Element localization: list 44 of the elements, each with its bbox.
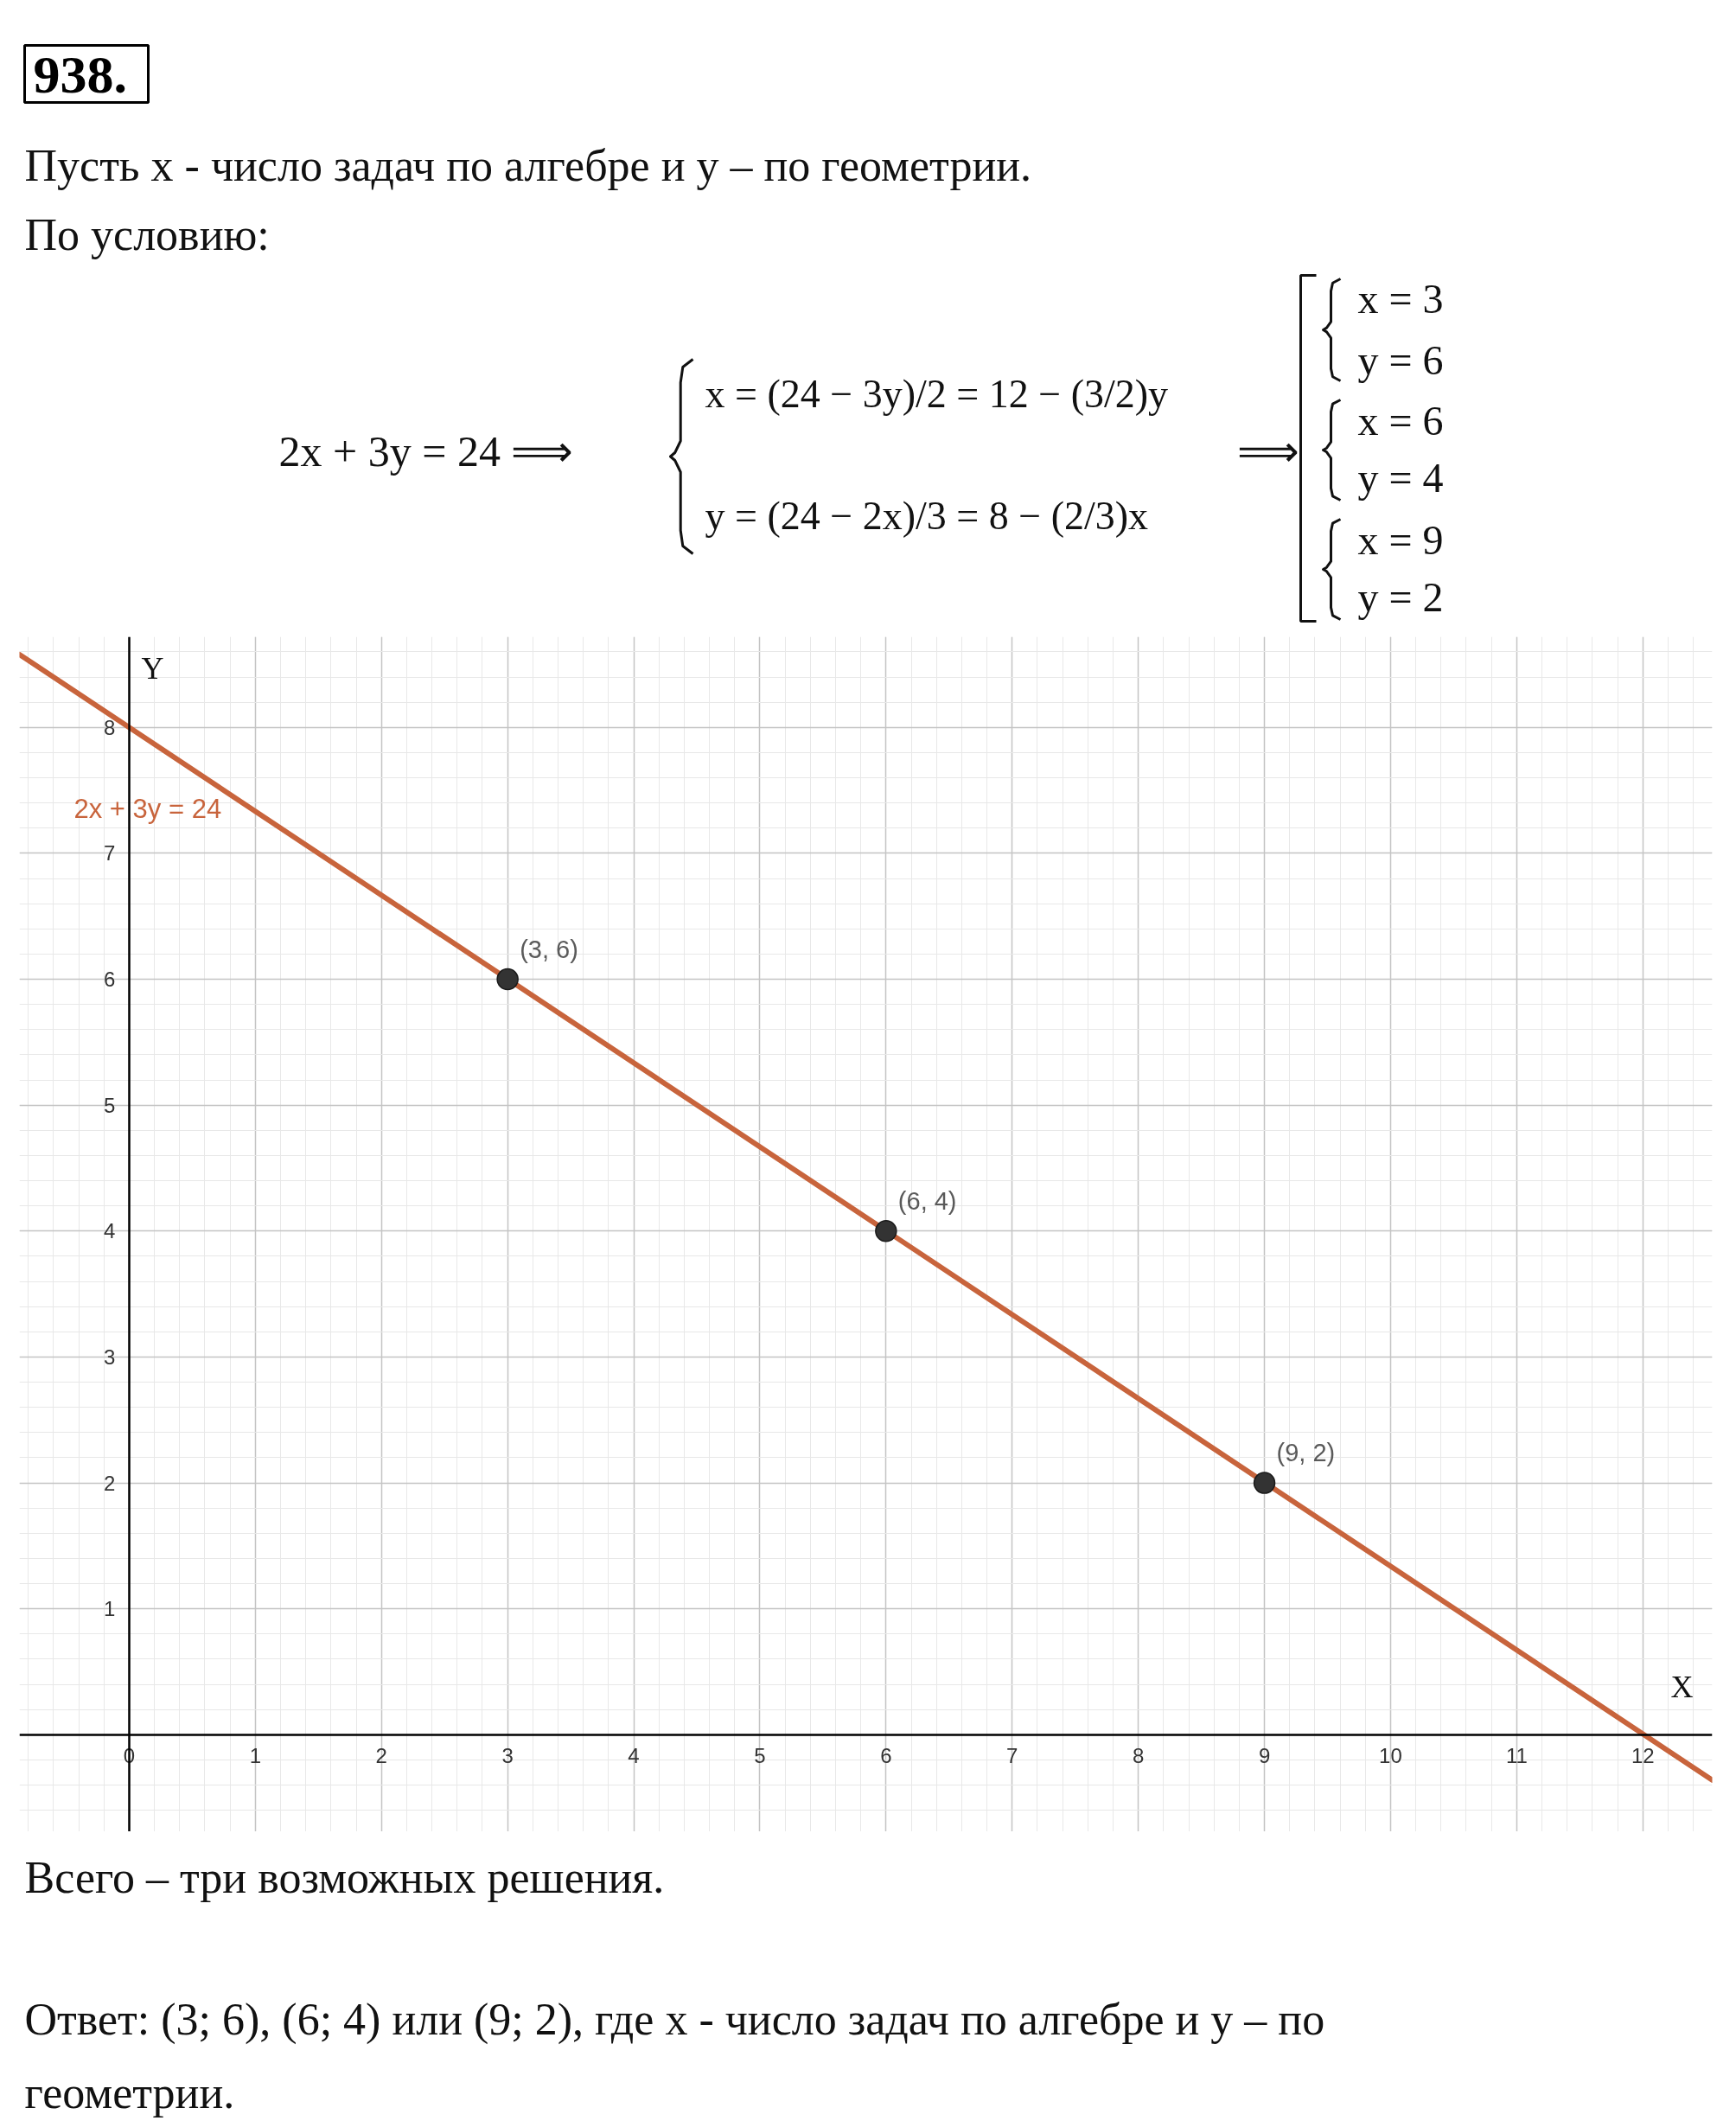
y-tick-label: 5: [104, 1093, 116, 1117]
text: x = 3: [1357, 276, 1444, 322]
x-tick-label: 9: [1258, 1744, 1271, 1768]
x-tick-label: 12: [1631, 1744, 1655, 1768]
point: [1253, 1472, 1276, 1494]
x-tick-label: 7: [1006, 1744, 1018, 1768]
x-tick-label: 4: [628, 1744, 640, 1768]
text: Всего – три возможных решения.: [24, 1853, 665, 1902]
y-tick-label: 3: [104, 1345, 116, 1369]
chart-subtitle: Пусть x - число задач по алгебре и y – по геометрии.: [24, 141, 1032, 190]
chart-title: 938.: [33, 44, 127, 104]
point: [496, 968, 519, 991]
x-tick-label: 1: [249, 1744, 262, 1768]
point: [875, 1220, 897, 1242]
text: По условию:: [24, 210, 270, 259]
text: x = 6: [1357, 398, 1444, 444]
text: y = 4: [1357, 455, 1444, 501]
data-label: (6, 4): [897, 1186, 957, 1215]
text: 2x + 3y = 24 ⟹: [278, 426, 574, 476]
text: y = 2: [1357, 574, 1444, 620]
data-label: (3, 6): [520, 935, 578, 963]
x-tick-label: 5: [754, 1744, 766, 1768]
series-label: 2x + 3y = 24: [73, 794, 222, 825]
y-tick-label: 4: [104, 1219, 116, 1243]
text: ⟹: [1236, 426, 1299, 476]
x-tick-label: 6: [880, 1744, 892, 1768]
text: x = (24 − 3y)/2 = 12 − (3/2)y: [705, 372, 1169, 416]
x-tick-label: 11: [1505, 1744, 1528, 1768]
y-tick-label: 1: [104, 1597, 116, 1621]
text: y = (24 − 2x)/3 = 8 − (2/3)x: [705, 494, 1149, 538]
text: x = 9: [1357, 517, 1444, 563]
y-axis-title: Y: [141, 650, 164, 686]
text: y = 6: [1357, 337, 1444, 383]
y-tick-label: 2: [104, 1471, 116, 1495]
text: Ответ: (3; 6), (6; 4) или (9; 2), где x - число задач по алгебре и y – по геометрии.: [24, 1994, 1325, 2117]
y-tick-label: 7: [104, 841, 116, 865]
x-tick-label: 10: [1379, 1744, 1402, 1768]
data-label: (9, 2): [1276, 1439, 1336, 1467]
y-tick-label: 6: [104, 968, 116, 992]
x-axis-title: X: [1670, 1670, 1694, 1705]
x-tick-label: 2: [375, 1744, 387, 1768]
y-tick-label: 8: [104, 715, 116, 739]
x-tick-label: 3: [501, 1744, 514, 1768]
x-tick-label: 8: [1132, 1744, 1145, 1768]
